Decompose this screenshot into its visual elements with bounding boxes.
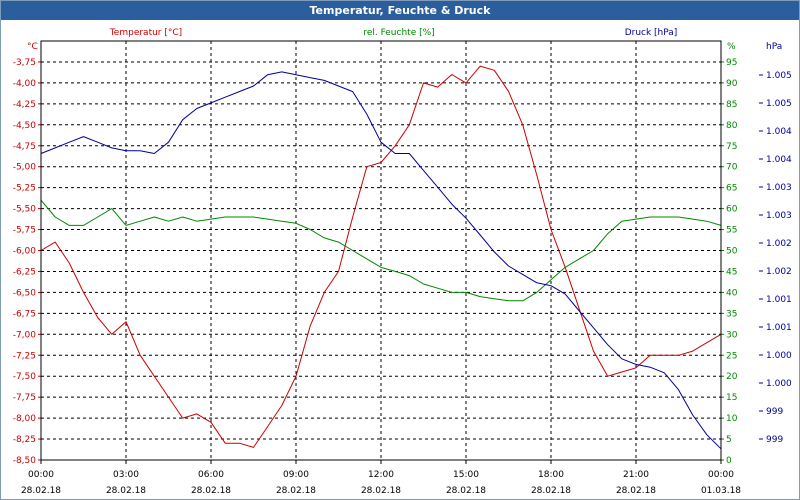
humidity-tick-label: 65 (726, 184, 737, 194)
pressure-tick-label: 1.003 (766, 211, 792, 221)
x-tick-time-label: 00:00 (28, 470, 54, 480)
humidity-unit-label: % (727, 42, 736, 52)
pressure-tick-label: 1.000 (766, 351, 792, 361)
humidity-tick-label: 0 (726, 456, 732, 466)
x-tick-time-label: 09:00 (283, 470, 309, 480)
pressure-tick-label: 1.002 (766, 267, 792, 277)
x-tick-time-label: 18:00 (538, 470, 564, 480)
temperature-tick-label: -8,25 (13, 435, 36, 445)
x-tick-time-label: 15:00 (453, 470, 479, 480)
x-tick-date-label: 01.03.18 (701, 486, 741, 496)
pressure-series-line (40, 71, 722, 450)
temperature-series-line (40, 65, 722, 448)
humidity-tick-label: 35 (726, 309, 737, 319)
temperature-tick-label: -8,00 (13, 414, 37, 424)
humidity-axis-title: rel. Feuchte [%] (363, 28, 434, 38)
x-tick-time-label: 03:00 (113, 470, 139, 480)
x-tick-date-label: 28.02.18 (21, 486, 61, 496)
pressure-tick-label: 999 (766, 435, 783, 445)
humidity-tick-label: 25 (726, 351, 737, 361)
temperature-tick-label: -7,00 (13, 330, 37, 340)
x-tick-date-label: 28.02.18 (616, 486, 656, 496)
humidity-tick-label: 15 (726, 393, 737, 403)
x-tick-date-label: 28.02.18 (446, 486, 486, 496)
humidity-tick-label: 50 (726, 247, 738, 257)
humidity-tick-label: 20 (726, 372, 738, 382)
pressure-tick-label: 1.005 (766, 99, 792, 109)
humidity-tick-label: 10 (726, 414, 738, 424)
temperature-tick-label: -5,50 (13, 205, 37, 215)
temperature-tick-label: -7,75 (13, 393, 36, 403)
humidity-tick-label: 95 (726, 58, 737, 68)
temperature-tick-label: -3,75 (13, 58, 36, 68)
temperature-tick-label: -6,50 (13, 288, 37, 298)
humidity-tick-label: 30 (726, 330, 738, 340)
temperature-tick-label: -4,75 (13, 142, 36, 152)
humidity-tick-label: 55 (726, 226, 737, 236)
x-tick-date-label: 28.02.18 (191, 486, 231, 496)
humidity-tick-label: 45 (726, 267, 737, 277)
temperature-tick-label: -5,00 (13, 163, 37, 173)
temperature-tick-label: -6,25 (13, 267, 36, 277)
temperature-tick-label: -7,25 (13, 351, 36, 361)
humidity-series-line (40, 199, 722, 302)
pressure-tick-label: 1.001 (766, 295, 792, 305)
x-tick-time-label: 06:00 (198, 470, 224, 480)
humidity-tick-label: 60 (726, 205, 738, 215)
x-tick-time-label: 12:00 (368, 470, 394, 480)
humidity-tick-label: 75 (726, 142, 737, 152)
pressure-tick-label: 999 (766, 407, 783, 417)
humidity-tick-label: 40 (726, 288, 738, 298)
temperature-tick-label: -5,75 (13, 226, 36, 236)
temperature-tick-label: -6,00 (13, 247, 37, 257)
pressure-tick-label: 1.000 (766, 379, 792, 389)
temperature-tick-label: -4,00 (13, 79, 37, 89)
humidity-tick-label: 90 (726, 79, 738, 89)
temperature-tick-label: -4,25 (13, 100, 36, 110)
pressure-tick-label: 1.002 (766, 239, 792, 249)
x-tick-date-label: 28.02.18 (531, 486, 571, 496)
temperature-tick-label: -5,25 (13, 184, 36, 194)
humidity-tick-label: 70 (726, 163, 738, 173)
temperature-axis-title: Temperatur [°C] (109, 28, 182, 38)
pressure-tick-label: 1.003 (766, 183, 792, 193)
x-tick-date-label: 28.02.18 (361, 486, 401, 496)
temperature-tick-label: -4,50 (13, 121, 37, 131)
pressure-tick-label: 1.005 (766, 71, 792, 81)
pressure-tick-label: 1.004 (766, 127, 792, 137)
x-tick-date-label: 28.02.18 (276, 486, 316, 496)
pressure-tick-label: 1.004 (766, 155, 792, 165)
window-title: Temperatur, Feuchte & Druck (1, 1, 799, 20)
humidity-tick-label: 85 (726, 100, 737, 110)
temperature-tick-label: -7,50 (13, 372, 37, 382)
plot-frame (40, 40, 722, 461)
x-tick-time-label: 21:00 (623, 470, 649, 480)
pressure-axis-title: Druck [hPa] (625, 28, 678, 38)
humidity-tick-label: 80 (726, 121, 738, 131)
pressure-tick-label: 1.001 (766, 323, 792, 333)
temperature-tick-label: -6,75 (13, 309, 36, 319)
x-tick-time-label: 00:00 (708, 470, 734, 480)
pressure-unit-label: hPa (766, 42, 782, 52)
temperature-unit-label: °C (27, 42, 38, 52)
x-tick-date-label: 28.02.18 (106, 486, 146, 496)
temperature-tick-label: -8,50 (13, 456, 37, 466)
humidity-tick-label: 5 (726, 435, 732, 445)
